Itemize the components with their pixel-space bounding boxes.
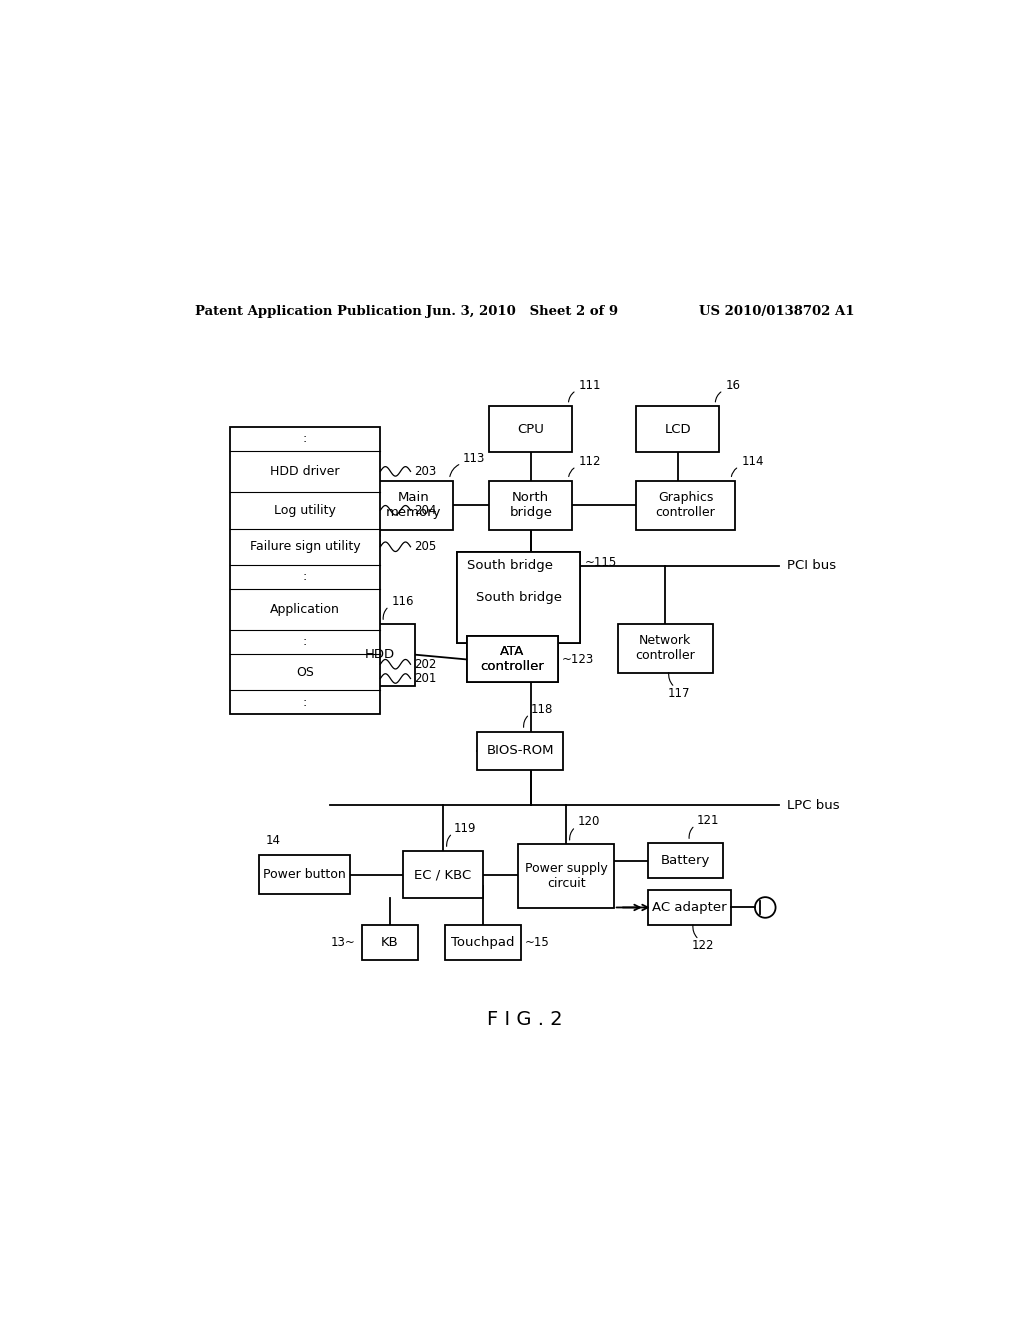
Text: Battery: Battery <box>660 854 711 867</box>
Text: South bridge: South bridge <box>467 560 553 573</box>
FancyBboxPatch shape <box>477 731 563 770</box>
FancyBboxPatch shape <box>344 624 416 685</box>
FancyBboxPatch shape <box>467 636 558 682</box>
Text: 203: 203 <box>414 465 436 478</box>
FancyBboxPatch shape <box>489 407 572 453</box>
Text: 119: 119 <box>455 821 476 834</box>
Text: 14: 14 <box>265 833 281 846</box>
Text: LPC bus: LPC bus <box>786 799 840 812</box>
Text: 112: 112 <box>579 455 601 469</box>
FancyBboxPatch shape <box>636 480 735 531</box>
Text: ATA
controller: ATA controller <box>480 645 545 673</box>
Text: 16: 16 <box>726 379 740 392</box>
FancyBboxPatch shape <box>518 845 613 908</box>
Text: Power button: Power button <box>263 869 346 880</box>
Text: Jun. 3, 2010   Sheet 2 of 9: Jun. 3, 2010 Sheet 2 of 9 <box>426 305 617 318</box>
Text: ~15: ~15 <box>524 936 550 949</box>
Text: ATA
controller: ATA controller <box>480 645 545 673</box>
FancyBboxPatch shape <box>374 480 454 531</box>
Text: Log utility: Log utility <box>274 504 336 516</box>
Text: :: : <box>303 635 307 648</box>
Text: Network
controller: Network controller <box>636 635 695 663</box>
Text: KB: KB <box>381 936 398 949</box>
Text: CPU: CPU <box>517 422 544 436</box>
Text: 114: 114 <box>741 455 764 469</box>
FancyBboxPatch shape <box>648 842 723 879</box>
Text: Patent Application Publication: Patent Application Publication <box>196 305 422 318</box>
Text: :: : <box>303 570 307 583</box>
Text: PCI bus: PCI bus <box>786 560 836 573</box>
FancyBboxPatch shape <box>458 552 581 643</box>
Text: 118: 118 <box>531 702 554 715</box>
Text: 121: 121 <box>696 813 719 826</box>
Text: ~123: ~123 <box>562 653 594 667</box>
Text: 116: 116 <box>391 595 414 607</box>
FancyBboxPatch shape <box>489 480 572 531</box>
FancyBboxPatch shape <box>458 552 581 643</box>
Text: 120: 120 <box>578 816 600 829</box>
Text: 204: 204 <box>414 504 436 516</box>
Text: HDD driver: HDD driver <box>270 465 340 478</box>
Text: EC / KBC: EC / KBC <box>415 869 472 880</box>
Text: 117: 117 <box>668 686 690 700</box>
Text: 111: 111 <box>579 379 601 392</box>
FancyBboxPatch shape <box>229 426 380 714</box>
Text: North
bridge: North bridge <box>509 491 552 520</box>
FancyBboxPatch shape <box>362 924 418 960</box>
Text: 202: 202 <box>414 657 436 671</box>
Text: ~115: ~115 <box>585 556 616 569</box>
Text: :: : <box>303 433 307 445</box>
Text: BIOS-ROM: BIOS-ROM <box>486 744 554 758</box>
Text: Power supply
circuit: Power supply circuit <box>524 862 607 890</box>
Text: 122: 122 <box>692 939 715 952</box>
Text: OS: OS <box>296 665 314 678</box>
Text: Touchpad: Touchpad <box>452 936 515 949</box>
Text: F I G . 2: F I G . 2 <box>487 1010 562 1030</box>
Text: Failure sign utility: Failure sign utility <box>250 540 360 553</box>
Text: Application: Application <box>270 603 340 616</box>
Text: 201: 201 <box>414 672 436 685</box>
Text: 205: 205 <box>414 540 436 553</box>
FancyBboxPatch shape <box>445 924 521 960</box>
Text: :: : <box>303 696 307 709</box>
FancyBboxPatch shape <box>617 624 713 673</box>
Text: AC adapter: AC adapter <box>652 902 727 913</box>
FancyBboxPatch shape <box>259 854 350 895</box>
FancyBboxPatch shape <box>648 890 731 925</box>
FancyBboxPatch shape <box>403 850 482 899</box>
Text: 13~: 13~ <box>331 936 355 949</box>
Text: LCD: LCD <box>665 422 691 436</box>
Text: Main
memory: Main memory <box>386 491 441 520</box>
Text: US 2010/0138702 A1: US 2010/0138702 A1 <box>699 305 855 318</box>
Text: HDD: HDD <box>365 648 394 661</box>
Text: 113: 113 <box>463 451 485 465</box>
FancyBboxPatch shape <box>467 636 558 682</box>
Text: South bridge: South bridge <box>476 590 562 603</box>
Text: Graphics
controller: Graphics controller <box>655 491 716 520</box>
FancyBboxPatch shape <box>636 407 719 453</box>
